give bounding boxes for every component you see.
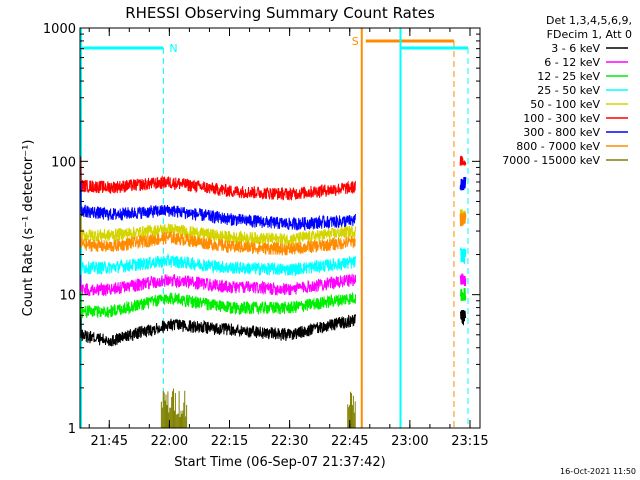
x-tick-label: 23:00: [391, 434, 428, 449]
series-5-line-late: [459, 155, 467, 167]
series-0: [79, 309, 467, 347]
x-axis-label: Start Time (06-Sep-07 21:37:42): [174, 455, 385, 470]
footer-date: 16-Oct-2021 11:50: [560, 467, 636, 476]
legend-item-label: 50 - 100 keV: [530, 98, 600, 111]
series-7: [79, 211, 467, 256]
series-6-line: [79, 181, 357, 232]
legend-item-label: 100 - 300 keV: [523, 112, 600, 125]
series-0-line-late: [460, 309, 467, 326]
x-tick-label: 22:30: [271, 434, 308, 449]
y-axis-label: Count Rate (s⁻¹ detector⁻¹): [21, 140, 36, 317]
legend-header-line-2: FDecim 1, Att 0: [547, 28, 632, 41]
axes: 1 10 100 1000 21:45 22:00 22:15 22:30 22:45 23:00…: [43, 22, 489, 449]
y-tick-label: 10: [59, 289, 76, 304]
saa-annotation-label: S: [352, 35, 359, 48]
series-2-line-late: [459, 288, 467, 301]
series-5-line: [79, 156, 356, 201]
x-tick-label: 21:45: [91, 434, 128, 449]
series-7-line-late: [459, 211, 467, 227]
series-0-line: [79, 309, 357, 347]
y-tick-label: 100: [51, 155, 76, 170]
x-tick-label: 22:45: [331, 434, 368, 449]
series-3-line: [79, 250, 357, 277]
legend-item-label: 3 - 6 keV: [551, 42, 600, 55]
x-tick-label: 22:00: [151, 434, 188, 449]
x-tick-label: 23:15: [451, 434, 488, 449]
series-2-line: [79, 290, 357, 319]
night-annotation-label: N: [169, 42, 177, 55]
series-1-line-late: [459, 273, 467, 287]
series-3-line-late: [459, 246, 467, 265]
legend-item-label: 7000 - 15000 keV: [502, 154, 600, 167]
y-tick-label: 1: [68, 422, 76, 437]
x-tick-label: 22:15: [211, 434, 248, 449]
series-1-line: [79, 273, 357, 296]
series-1: [79, 273, 467, 296]
series-6-line-late: [459, 177, 467, 191]
y-tick-label: 1000: [43, 22, 76, 37]
plot-frame: [79, 27, 481, 429]
legend: Det 1,3,4,5,6,9, FDecim 1, Att 0 3 - 6 k…: [502, 14, 632, 167]
series-6: [79, 177, 467, 232]
series-4-line: [79, 208, 357, 247]
series-7-line: [79, 215, 357, 256]
series-8: [160, 388, 356, 428]
legend-item-label: 25 - 50 keV: [537, 84, 600, 97]
legend-item-label: 800 - 7000 keV: [516, 140, 600, 153]
legend-item-label: 300 - 800 keV: [523, 126, 600, 139]
chart-title: RHESSI Observing Summary Count Rates: [125, 4, 435, 22]
series-3: [79, 246, 467, 277]
legend-item-label: 6 - 12 keV: [544, 56, 600, 69]
legend-header-line-1: Det 1,3,4,5,6,9,: [546, 14, 632, 27]
legend-item-label: 12 - 25 keV: [537, 70, 600, 83]
series-5: [79, 155, 467, 201]
series-2: [79, 288, 467, 319]
plot-area: NS: [79, 28, 469, 428]
